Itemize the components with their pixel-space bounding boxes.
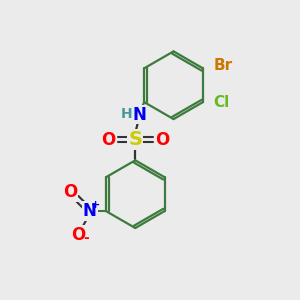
Text: H: H — [121, 107, 133, 121]
Text: O: O — [63, 183, 77, 201]
Text: Br: Br — [213, 58, 232, 74]
Text: O: O — [155, 131, 170, 149]
Text: -: - — [83, 231, 89, 245]
Text: O: O — [71, 226, 85, 244]
Text: S: S — [128, 130, 142, 149]
Text: N: N — [133, 106, 147, 124]
Text: N: N — [83, 202, 97, 220]
Text: +: + — [90, 200, 100, 210]
Text: O: O — [101, 131, 115, 149]
Text: Cl: Cl — [213, 95, 230, 110]
